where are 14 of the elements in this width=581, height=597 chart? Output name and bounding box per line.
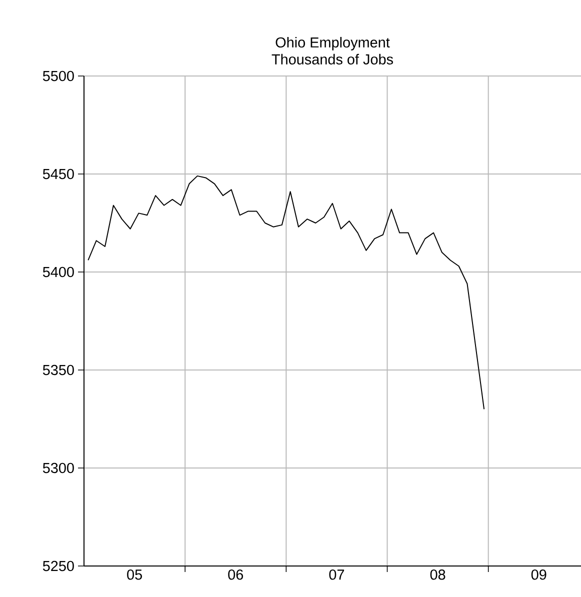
y-tick-label: 5450: [42, 168, 74, 180]
x-tick-label: 05: [127, 570, 142, 580]
x-tick-label: 06: [228, 570, 244, 580]
x-tick-label: 09: [531, 570, 546, 580]
y-tick-label: 5400: [42, 266, 74, 278]
chart-subtitle: Thousands of Jobs: [272, 54, 393, 64]
y-tick-label: 5300: [42, 462, 74, 474]
y-tick-label: 5350: [42, 364, 74, 376]
line-series: [88, 175, 485, 410]
chart-title: Ohio Employment: [276, 36, 390, 50]
x-tick-label: 08: [430, 570, 446, 580]
y-tick-label: 5500: [42, 70, 74, 82]
x-tick-label: 07: [329, 570, 344, 580]
y-tick-label: 5250: [42, 560, 74, 572]
